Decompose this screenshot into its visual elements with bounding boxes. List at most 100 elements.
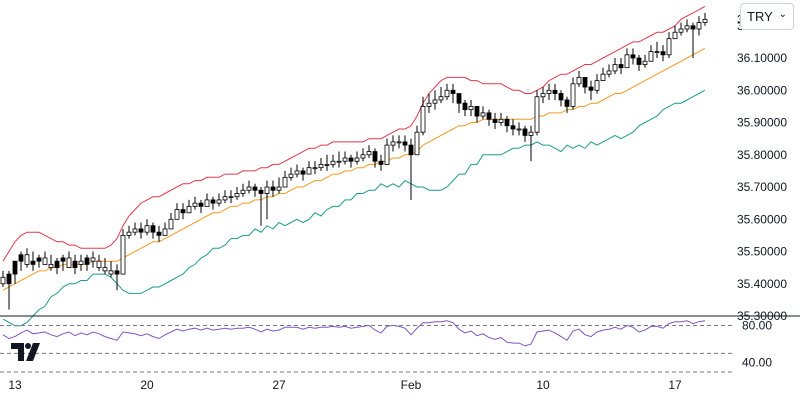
candle-body (366, 151, 372, 156)
candle-body (540, 93, 546, 98)
candle-body (426, 102, 432, 107)
price-tick-label: 36.00000 (737, 83, 787, 97)
chevron-down-icon: ⌄ (778, 9, 787, 20)
candle-body (222, 196, 228, 201)
candle-body (522, 128, 528, 136)
candle-body (468, 106, 474, 111)
candle-body (66, 257, 72, 269)
candle-body (384, 144, 390, 165)
candle-body (198, 202, 204, 207)
candle-body (114, 270, 120, 275)
bollinger-basis-line (2, 47, 706, 291)
candle-body (444, 89, 450, 98)
time-tick-label: 20 (140, 378, 154, 392)
candle-body (180, 209, 186, 214)
rsi-line (2, 320, 706, 347)
candle-body (546, 89, 552, 94)
candle-body (624, 54, 630, 69)
candle-body (594, 80, 600, 91)
candle-body (240, 189, 246, 194)
currency-selector[interactable]: TRY ⌄ (740, 3, 794, 30)
candle-body (156, 231, 162, 236)
candle-body (474, 106, 480, 117)
candle-body (582, 76, 588, 88)
candle-body (690, 25, 696, 30)
candle-body (24, 254, 30, 265)
price-tick-label: 35.80000 (737, 148, 787, 162)
candle-body (168, 218, 174, 230)
candle-body (234, 193, 240, 198)
candle-body (216, 199, 222, 204)
price-tick-label: 35.70000 (737, 180, 787, 194)
candle-body (528, 131, 534, 136)
tradingview-logo-icon[interactable] (11, 343, 43, 361)
time-tick-label: 17 (668, 378, 682, 392)
candle-body (402, 141, 408, 146)
candle-body (324, 164, 330, 166)
candle-body (348, 157, 354, 162)
price-tick-label: 36.10000 (737, 51, 787, 65)
candle-body (390, 141, 396, 146)
candle-body (318, 164, 324, 169)
rsi-tick-label: 80.00 (742, 318, 772, 332)
candle-body (228, 196, 234, 199)
candle-body (0, 276, 6, 285)
candle-body (450, 89, 456, 94)
price-tick-label: 35.50000 (737, 245, 787, 259)
candle-body (120, 234, 126, 275)
candle-body (642, 60, 648, 65)
candle-body (264, 186, 270, 194)
candle-body (684, 25, 690, 30)
rsi-pane[interactable]: 80.00 40.00 (0, 318, 772, 373)
candle-body (312, 167, 318, 170)
price-tick-label: 35.90000 (737, 116, 787, 130)
candle-body (150, 225, 156, 233)
candle-body (396, 141, 402, 144)
candle-body (252, 186, 258, 191)
candle-body (90, 257, 96, 262)
candle-body (36, 257, 42, 262)
candle-body (270, 186, 276, 191)
candle-body (162, 228, 168, 236)
candle-body (132, 228, 138, 233)
candle-body (630, 54, 636, 59)
candle-body (588, 86, 594, 91)
candle-body (84, 257, 90, 265)
time-tick-label: 13 (8, 378, 22, 392)
candle-body (306, 167, 312, 175)
time-tick-label: Feb (401, 378, 422, 392)
candle-body (372, 151, 378, 162)
candle-body (612, 64, 618, 72)
candle-body (654, 51, 660, 53)
candle-body (288, 173, 294, 178)
candle-body (600, 73, 606, 82)
candle-body (30, 260, 36, 265)
candle-body (534, 96, 540, 133)
candle-body (354, 157, 360, 162)
candle-body (462, 102, 468, 111)
candle-body (144, 225, 150, 233)
candle-body (432, 99, 438, 104)
candle-body (666, 38, 672, 56)
candle-body (648, 51, 654, 62)
candle-body (636, 57, 642, 65)
candle-body (186, 205, 192, 214)
candle-body (408, 144, 414, 156)
candle-body (618, 64, 624, 69)
candle-body (576, 76, 582, 85)
candle-body (108, 270, 114, 275)
candle-body (174, 209, 180, 220)
candle-body (504, 118, 510, 127)
candle-body (126, 231, 132, 236)
price-axis[interactable]: 35.3000035.4000035.5000035.6000035.70000… (737, 12, 787, 323)
rsi-tick-label: 40.00 (742, 356, 772, 370)
candle-body (702, 18, 708, 23)
candle-body (192, 202, 198, 207)
time-axis[interactable]: 13 20 27 Feb 10 17 (8, 378, 682, 392)
candle-body (660, 51, 666, 56)
candle-body (12, 260, 18, 275)
candle-body (516, 128, 522, 131)
time-tick-label: 27 (272, 378, 286, 392)
candle-body (360, 154, 366, 159)
